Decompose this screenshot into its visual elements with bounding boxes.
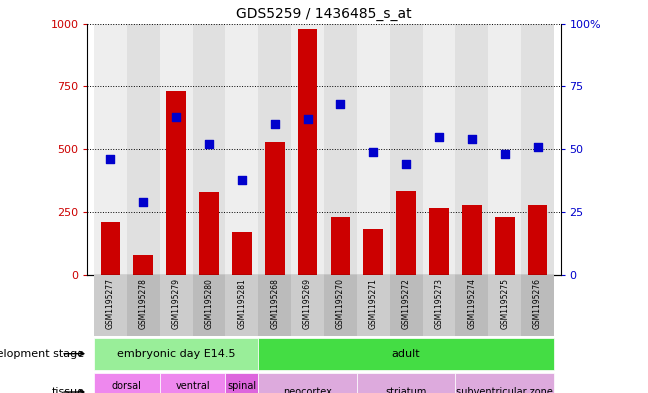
Point — [171, 114, 181, 120]
Bar — [521, 24, 554, 275]
Bar — [265, 142, 284, 275]
Bar — [160, 24, 192, 275]
Text: GSM1195279: GSM1195279 — [172, 278, 181, 329]
Bar — [429, 208, 449, 275]
Bar — [389, 24, 422, 275]
Text: dorsal
forebrain: dorsal forebrain — [105, 381, 149, 393]
Bar — [94, 338, 259, 369]
Text: ventral
forebrain: ventral forebrain — [170, 381, 214, 393]
Text: GSM1195281: GSM1195281 — [237, 278, 246, 329]
Text: GSM1195275: GSM1195275 — [500, 278, 509, 329]
Bar — [259, 338, 554, 369]
Bar — [291, 24, 324, 275]
Bar — [297, 29, 318, 275]
Bar — [192, 275, 226, 336]
Bar — [456, 24, 488, 275]
Bar — [94, 373, 160, 393]
Text: GSM1195277: GSM1195277 — [106, 278, 115, 329]
Bar — [527, 205, 548, 275]
Point — [237, 176, 247, 183]
Bar — [495, 217, 515, 275]
Title: GDS5259 / 1436485_s_at: GDS5259 / 1436485_s_at — [236, 7, 412, 21]
Text: neocortex: neocortex — [283, 387, 332, 393]
Bar — [160, 373, 226, 393]
Bar — [488, 275, 521, 336]
Bar — [357, 373, 456, 393]
Bar — [456, 275, 488, 336]
Bar — [324, 24, 357, 275]
Text: GSM1195268: GSM1195268 — [270, 278, 279, 329]
Point — [434, 134, 444, 140]
Bar — [324, 275, 357, 336]
Point — [533, 144, 543, 150]
Bar — [488, 24, 521, 275]
Bar — [133, 255, 153, 275]
Bar — [100, 222, 121, 275]
Point — [270, 121, 280, 127]
Point — [467, 136, 477, 142]
Text: GSM1195271: GSM1195271 — [369, 278, 378, 329]
Bar — [259, 275, 291, 336]
Point — [303, 116, 313, 122]
Text: GSM1195280: GSM1195280 — [205, 278, 214, 329]
Bar — [397, 191, 416, 275]
Bar — [330, 217, 351, 275]
Bar — [160, 275, 192, 336]
Bar — [226, 24, 259, 275]
Bar — [226, 275, 259, 336]
Bar — [389, 275, 422, 336]
Bar — [127, 275, 160, 336]
Bar — [422, 24, 456, 275]
Text: development stage: development stage — [0, 349, 84, 359]
Text: GSM1195270: GSM1195270 — [336, 278, 345, 329]
Bar — [94, 24, 127, 275]
Text: striatum: striatum — [386, 387, 427, 393]
Bar — [357, 275, 389, 336]
Bar — [521, 275, 554, 336]
Text: GSM1195278: GSM1195278 — [139, 278, 148, 329]
Bar — [226, 373, 259, 393]
Bar — [167, 92, 186, 275]
Bar — [127, 24, 160, 275]
Bar — [456, 373, 554, 393]
Bar — [462, 205, 481, 275]
Text: tissue: tissue — [51, 387, 84, 393]
Point — [401, 161, 411, 167]
Text: GSM1195274: GSM1195274 — [467, 278, 476, 329]
Bar — [291, 275, 324, 336]
Bar — [199, 192, 219, 275]
Text: spinal
cord: spinal cord — [227, 381, 257, 393]
Bar — [192, 24, 226, 275]
Point — [368, 149, 378, 155]
Bar — [364, 229, 383, 275]
Bar — [94, 275, 127, 336]
Text: subventricular zone: subventricular zone — [456, 387, 553, 393]
Point — [138, 199, 148, 205]
Text: GSM1195272: GSM1195272 — [402, 278, 411, 329]
Text: adult: adult — [392, 349, 421, 359]
Text: embryonic day E14.5: embryonic day E14.5 — [117, 349, 235, 359]
Bar — [357, 24, 389, 275]
Point — [335, 101, 345, 107]
Point — [204, 141, 214, 147]
Bar — [259, 373, 357, 393]
Text: GSM1195269: GSM1195269 — [303, 278, 312, 329]
Bar — [259, 24, 291, 275]
Point — [500, 151, 510, 158]
Text: GSM1195273: GSM1195273 — [434, 278, 443, 329]
Text: GSM1195276: GSM1195276 — [533, 278, 542, 329]
Point — [105, 156, 115, 163]
Bar — [232, 232, 251, 275]
Bar — [422, 275, 456, 336]
